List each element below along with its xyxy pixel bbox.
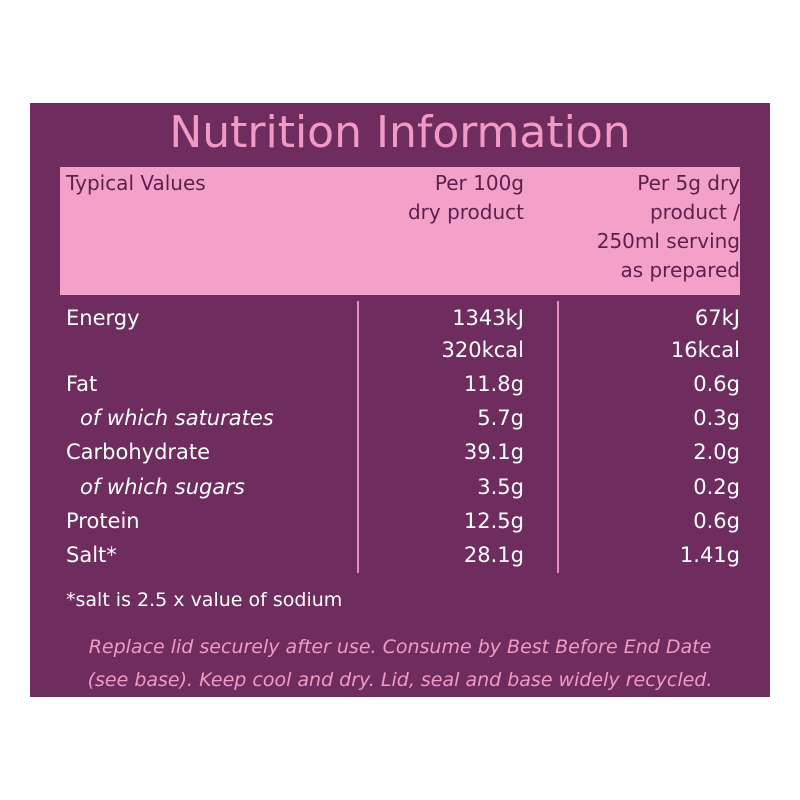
header-band: Typical Values Per 100g dry product Per 5… [60, 167, 740, 295]
header-line: Per 5g dry [637, 171, 740, 195]
value-per-serving: 67kJ [694, 306, 740, 330]
footer-line: (see base). Keep cool and dry. Lid, seal… [87, 669, 713, 691]
value-per-100g: 28.1g [463, 543, 524, 567]
column-header: Per 5g dry product / 250ml serving as prepa… [597, 169, 740, 285]
column-divider [557, 301, 559, 573]
row-label: Carbohydrate [66, 440, 211, 464]
row-label: Salt* [66, 543, 117, 567]
row-label: Protein [66, 509, 140, 533]
value-per-serving: 16kcal [670, 338, 740, 362]
column-divider [357, 301, 359, 573]
value-per-serving: 0.3g [693, 406, 740, 430]
header-line: 250ml serving [596, 229, 740, 253]
footnote: *salt is 2.5 x value of sodium [66, 589, 343, 611]
value-per-serving: 0.2g [693, 475, 740, 499]
title: Nutrition Information [169, 107, 631, 158]
row-label: of which saturates [80, 406, 274, 430]
footer-line: Replace lid securely after use. Consume … [88, 636, 712, 658]
value-per-100g: 1343kJ [452, 306, 524, 330]
column-header: Per 100g dry product [408, 169, 524, 227]
value-per-serving: 1.41g [679, 543, 740, 567]
row-label: Energy [66, 306, 140, 330]
value-per-serving: 2.0g [693, 440, 740, 464]
header-line: as prepared [620, 258, 740, 282]
value-per-100g: 12.5g [463, 509, 524, 533]
value-per-serving: 0.6g [693, 372, 740, 396]
value-per-100g: 5.7g [477, 406, 524, 430]
value-per-serving: 0.6g [693, 509, 740, 533]
header-line: product / [649, 200, 740, 224]
value-per-100g: 320kcal [441, 338, 525, 362]
nutrition-panel: Nutrition Information Typical Values Per… [30, 103, 770, 697]
value-per-100g: 11.8g [463, 372, 524, 396]
header-line: Per 100g [434, 171, 524, 195]
header-line: dry product [407, 200, 524, 224]
column-header: Typical Values [66, 171, 206, 195]
row-label: of which sugars [80, 475, 245, 499]
value-per-100g: 3.5g [477, 475, 524, 499]
value-per-100g: 39.1g [463, 440, 524, 464]
row-label: Fat [66, 372, 98, 396]
